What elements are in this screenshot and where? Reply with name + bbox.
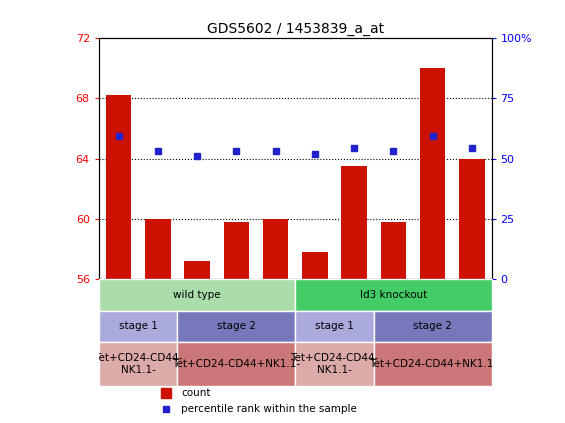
Text: stage 2: stage 2 bbox=[413, 321, 452, 332]
Bar bbox=[295, 310, 374, 342]
Text: Id3 knockout: Id3 knockout bbox=[360, 290, 427, 300]
Bar bbox=[106, 95, 131, 279]
Bar bbox=[295, 342, 374, 386]
Bar bbox=[341, 166, 367, 279]
Bar bbox=[459, 159, 485, 279]
Bar bbox=[99, 342, 177, 386]
Bar bbox=[184, 261, 210, 279]
Text: count: count bbox=[181, 388, 211, 398]
Bar bbox=[177, 342, 295, 386]
Bar bbox=[224, 222, 249, 279]
Title: GDS5602 / 1453839_a_at: GDS5602 / 1453839_a_at bbox=[207, 22, 384, 36]
Bar bbox=[263, 219, 288, 279]
Bar bbox=[99, 310, 177, 342]
Bar bbox=[420, 68, 445, 279]
Bar bbox=[145, 219, 171, 279]
Bar bbox=[381, 222, 406, 279]
Text: percentile rank within the sample: percentile rank within the sample bbox=[181, 404, 357, 414]
Bar bbox=[374, 310, 492, 342]
Bar bbox=[302, 252, 328, 279]
Text: Tet+CD24-CD44-
NK1.1-: Tet+CD24-CD44- NK1.1- bbox=[94, 353, 182, 375]
Bar bbox=[177, 310, 295, 342]
Text: Tet+CD24-CD44+NK1.1-: Tet+CD24-CD44+NK1.1- bbox=[172, 359, 301, 369]
Text: stage 2: stage 2 bbox=[217, 321, 256, 332]
Text: Tet+CD24-CD44-
NK1.1-: Tet+CD24-CD44- NK1.1- bbox=[290, 353, 379, 375]
Text: wild type: wild type bbox=[173, 290, 221, 300]
Bar bbox=[295, 279, 492, 310]
Text: stage 1: stage 1 bbox=[315, 321, 354, 332]
Text: Tet+CD24-CD44+NK1.1-: Tet+CD24-CD44+NK1.1- bbox=[368, 359, 497, 369]
Text: stage 1: stage 1 bbox=[119, 321, 158, 332]
Bar bbox=[99, 279, 295, 310]
Bar bbox=[374, 342, 492, 386]
